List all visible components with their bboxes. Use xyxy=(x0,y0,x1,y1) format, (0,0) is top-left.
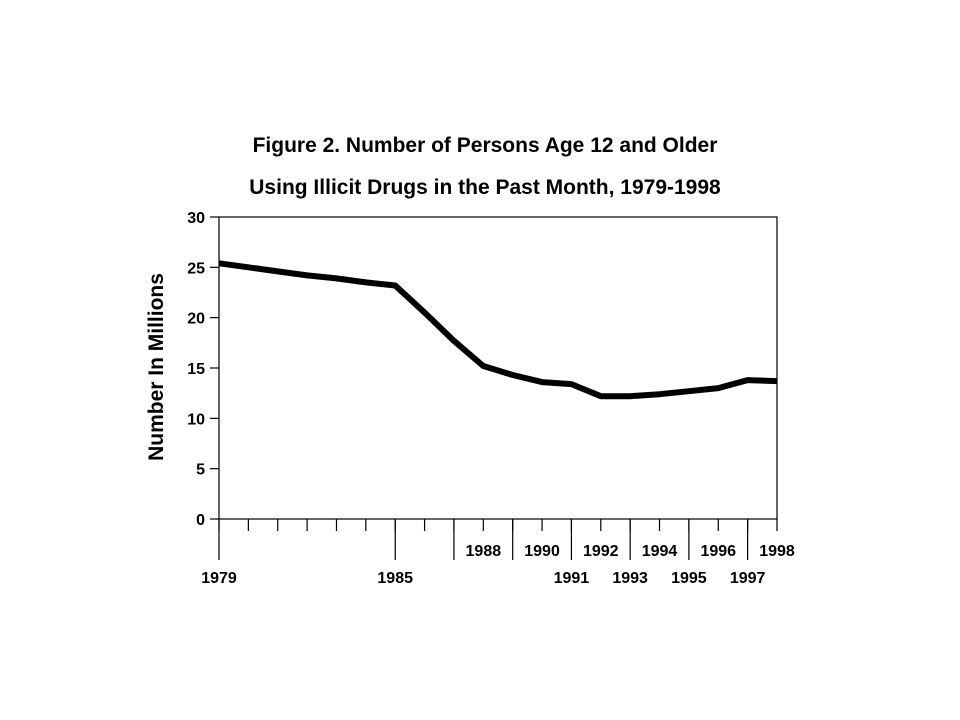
y-tick-label-10: 10 xyxy=(187,411,205,428)
x-tick-label-1985: 1985 xyxy=(377,570,413,587)
chart-title: Figure 2. Number of Persons Age 12 and O… xyxy=(249,134,721,199)
x-tick-label-1998: 1998 xyxy=(759,543,795,560)
y-tick-label-5: 5 xyxy=(196,462,205,479)
x-tick-label-1979: 1979 xyxy=(201,570,237,587)
x-tick-label-1994: 1994 xyxy=(642,543,678,560)
x-tick-label-1990: 1990 xyxy=(524,543,560,560)
x-tick-label-1991: 1991 xyxy=(554,570,590,587)
plot-area: 0 5 10 15 20 25 30 1988 1990 1992 1994 1996 1998 1979… xyxy=(187,210,795,587)
x-tick-label-1996: 1996 xyxy=(700,543,736,560)
x-tick-label-1992: 1992 xyxy=(583,543,619,560)
chart-title-line-2: Using Illicit Drugs in the Past Month, 1… xyxy=(249,176,721,199)
x-tick-label-1988: 1988 xyxy=(466,543,502,560)
x-tick-label-1997: 1997 xyxy=(730,570,766,587)
y-tick-label-0: 0 xyxy=(196,512,205,529)
series-line-0 xyxy=(218,260,778,400)
y-tick-label-30: 30 xyxy=(187,210,205,227)
x-tick-label-1995: 1995 xyxy=(671,570,707,587)
y-tick-label-25: 25 xyxy=(187,260,205,277)
chart-title-line-1: Figure 2. Number of Persons Age 12 and O… xyxy=(253,134,718,157)
y-tick-label-20: 20 xyxy=(187,311,205,328)
x-tick-label-1993: 1993 xyxy=(612,570,648,587)
y-tick-label-15: 15 xyxy=(187,361,205,378)
y-axis-title: Number In Millions xyxy=(145,273,168,461)
